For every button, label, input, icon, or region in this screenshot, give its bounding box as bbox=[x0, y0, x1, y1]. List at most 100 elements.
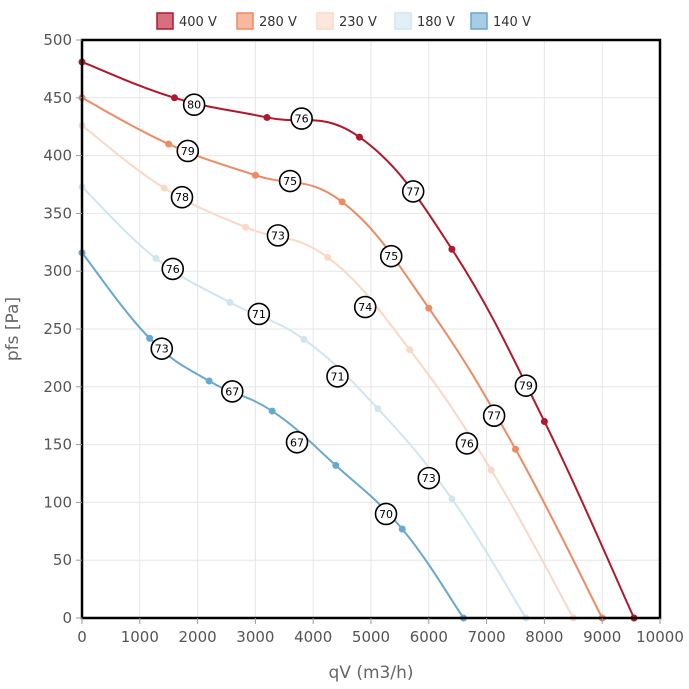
efficiency-marker-label: 70 bbox=[379, 508, 393, 521]
efficiency-marker bbox=[374, 502, 398, 526]
efficiency-marker bbox=[278, 169, 302, 193]
legend-label: 180 V bbox=[417, 15, 455, 30]
data-point bbox=[425, 304, 433, 312]
efficiency-marker bbox=[326, 365, 349, 388]
x-tick-label: 2000 bbox=[179, 628, 217, 646]
efficiency-marker-label: 74 bbox=[358, 301, 372, 314]
legend-swatch bbox=[316, 12, 334, 30]
efficiency-marker-label: 73 bbox=[155, 343, 169, 356]
efficiency-marker bbox=[170, 185, 194, 209]
x-tick-label: 6000 bbox=[410, 628, 448, 646]
efficiency-marker-label: 77 bbox=[487, 410, 501, 423]
legend-swatch bbox=[394, 12, 412, 30]
efficiency-marker-label: 75 bbox=[384, 250, 398, 263]
legend: 400 V 280 V 230 V 180 V 140 V bbox=[156, 12, 531, 30]
x-tick-label: 5000 bbox=[352, 628, 390, 646]
series-line bbox=[81, 186, 527, 619]
legend-swatch bbox=[156, 12, 174, 30]
y-tick-label: 0 bbox=[62, 609, 72, 627]
data-point bbox=[374, 405, 382, 413]
y-tick-label: 100 bbox=[43, 493, 72, 511]
series-line bbox=[81, 252, 465, 619]
efficiency-marker-label: 71 bbox=[252, 308, 266, 321]
y-tick-label: 150 bbox=[43, 436, 72, 454]
x-tick-label: 8000 bbox=[525, 628, 563, 646]
y-axis-title: pfs [Pa] bbox=[3, 297, 23, 361]
data-point bbox=[226, 298, 234, 306]
legend-label: 230 V bbox=[339, 15, 377, 30]
y-tick-labels: 0 50 100 150 200 250 300 350 400 450 500 bbox=[43, 31, 82, 627]
efficiency-marker-label: 76 bbox=[460, 437, 474, 450]
efficiency-marker-label: 71 bbox=[330, 370, 344, 383]
data-point bbox=[160, 184, 168, 192]
efficiency-marker-label: 77 bbox=[406, 185, 420, 198]
efficiency-marker-label: 79 bbox=[519, 380, 533, 393]
legend-label: 400 V bbox=[179, 15, 217, 30]
data-point bbox=[300, 335, 308, 343]
data-point bbox=[268, 407, 276, 415]
x-tick-label: 0 bbox=[77, 628, 87, 646]
y-tick-label: 300 bbox=[43, 262, 72, 280]
efficiency-marker bbox=[290, 107, 313, 130]
data-point bbox=[242, 223, 250, 231]
series-line bbox=[81, 96, 604, 619]
efficiency-marker bbox=[176, 139, 200, 163]
y-tick-label: 200 bbox=[43, 378, 72, 396]
efficiency-marker-label: 75 bbox=[283, 175, 297, 188]
efficiency-marker bbox=[150, 337, 174, 360]
x-tick-label: 4000 bbox=[294, 628, 332, 646]
efficiency-marker-label: 73 bbox=[271, 229, 285, 242]
x-tick-label: 10000 bbox=[636, 628, 684, 646]
y-tick-label: 350 bbox=[43, 204, 72, 222]
data-point bbox=[324, 253, 332, 261]
efficiency-marker bbox=[455, 432, 479, 455]
efficiency-marker bbox=[182, 93, 206, 117]
y-tick-label: 450 bbox=[43, 89, 72, 107]
data-point bbox=[332, 461, 340, 469]
legend-swatch bbox=[470, 12, 488, 30]
efficiency-marker-label: 78 bbox=[175, 191, 189, 204]
efficiency-marker bbox=[266, 224, 290, 247]
efficiency-markers: 80 76 77 79 79 75 75 77 78 73 74 76 76 71 71 73 73 67 67 70 bbox=[150, 93, 538, 526]
efficiency-marker-label: 76 bbox=[166, 263, 180, 276]
data-point bbox=[398, 525, 406, 533]
efficiency-marker bbox=[247, 302, 271, 326]
data-point bbox=[448, 245, 456, 253]
efficiency-marker bbox=[417, 466, 441, 490]
efficiency-marker bbox=[161, 257, 185, 281]
data-point bbox=[406, 346, 414, 354]
grid-lines bbox=[81, 39, 661, 619]
data-point bbox=[263, 113, 271, 121]
data-point bbox=[512, 445, 519, 453]
data-point bbox=[251, 171, 259, 179]
data-point bbox=[146, 334, 154, 342]
x-tick-labels: 0 1000 2000 3000 4000 5000 6000 7000 8000 9000 100… bbox=[77, 618, 684, 646]
efficiency-marker-label: 80 bbox=[187, 99, 201, 112]
data-point bbox=[152, 254, 160, 262]
data-point bbox=[448, 495, 456, 503]
efficiency-marker-label: 73 bbox=[422, 472, 436, 485]
efficiency-marker-label: 76 bbox=[295, 113, 309, 126]
legend-label: 140 V bbox=[493, 15, 531, 30]
x-tick-label: 7000 bbox=[468, 628, 506, 646]
efficiency-marker bbox=[514, 374, 538, 397]
efficiency-marker bbox=[379, 244, 403, 268]
legend-label: 280 V bbox=[259, 15, 297, 30]
efficiency-marker-label: 67 bbox=[225, 385, 239, 398]
data-point bbox=[355, 133, 363, 141]
efficiency-marker bbox=[353, 295, 377, 319]
efficiency-marker bbox=[482, 404, 506, 428]
data-point bbox=[487, 466, 495, 474]
data-point bbox=[205, 377, 213, 385]
x-tick-label: 9000 bbox=[583, 628, 621, 646]
efficiency-marker bbox=[220, 380, 244, 403]
data-point bbox=[165, 140, 173, 148]
y-tick-label: 250 bbox=[43, 320, 72, 338]
y-tick-label: 500 bbox=[43, 31, 72, 49]
data-point bbox=[170, 94, 178, 102]
y-tick-label: 50 bbox=[53, 551, 72, 569]
efficiency-marker bbox=[285, 430, 309, 454]
efficiency-marker-label: 79 bbox=[181, 145, 195, 158]
data-point bbox=[540, 417, 548, 425]
